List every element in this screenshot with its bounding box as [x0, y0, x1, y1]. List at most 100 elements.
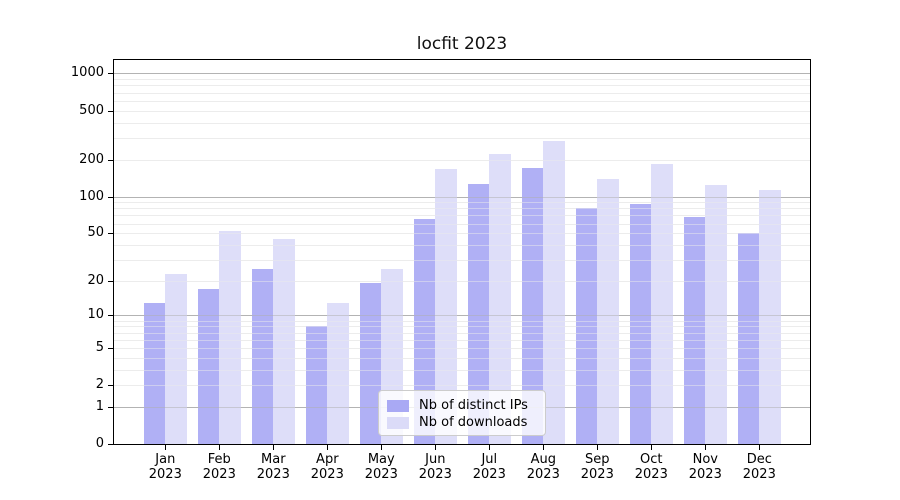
- gridline-overlay: [114, 223, 810, 225]
- y-axis-tick-label: 0: [95, 436, 104, 451]
- y-axis-tick-label: 5: [95, 339, 104, 355]
- y-axis-tick: [108, 347, 114, 349]
- year-label: 2023: [526, 467, 560, 482]
- year-label: 2023: [580, 467, 614, 482]
- y-axis-tick-label: 200: [79, 151, 104, 167]
- legend-swatch-downloads: [387, 416, 409, 429]
- gridline-overlay: [114, 122, 810, 124]
- x-axis-tick-label: Jun 2023: [408, 452, 462, 482]
- month-label: Aug: [530, 452, 556, 467]
- year-label: 2023: [418, 467, 452, 482]
- y-axis-tick: [108, 233, 114, 235]
- gridline-overlay: [114, 73, 810, 75]
- legend-label: Nb of distinct IPs: [419, 398, 528, 413]
- month-label: Apr: [316, 452, 339, 467]
- gridline-overlay: [114, 137, 810, 139]
- x-axis-tick: [381, 445, 383, 450]
- y-axis-tick-label: 1000: [70, 65, 104, 81]
- bar-ips-jan: [143, 302, 166, 444]
- month-label: Oct: [640, 452, 663, 467]
- gridline-overlay: [114, 332, 810, 334]
- y-axis-tick: [108, 444, 114, 445]
- bar-ips-jun: [413, 218, 436, 444]
- month-label: Mar: [261, 452, 286, 467]
- y-axis-tick-label: 50: [87, 225, 104, 241]
- month-label: May: [367, 452, 395, 467]
- gridline-overlay: [114, 196, 810, 198]
- bar-downloads-oct: [651, 164, 673, 444]
- bar-ips-mar: [251, 269, 274, 444]
- x-axis-tick-label: Sep 2023: [570, 452, 624, 482]
- gridline-overlay: [114, 339, 810, 341]
- bar-ips-feb: [197, 289, 220, 444]
- y-axis-tick: [108, 385, 114, 387]
- gridline-overlay: [114, 326, 810, 328]
- x-axis-tick: [705, 445, 707, 450]
- x-axis-tick: [435, 445, 437, 450]
- y-axis-tick-label: 100: [79, 188, 104, 204]
- x-axis-tick-label: Apr 2023: [300, 452, 354, 482]
- gridline-overlay: [114, 280, 810, 282]
- y-axis-tick-label: 500: [79, 102, 104, 118]
- x-axis-tick-label: Jul 2023: [462, 452, 516, 482]
- bar-downloads-sep: [597, 178, 619, 444]
- bar-downloads-mar: [273, 238, 295, 444]
- legend-item: Nb of distinct IPs: [387, 397, 537, 414]
- bar-downloads-apr: [327, 302, 349, 444]
- bar-downloads-jun: [435, 169, 457, 444]
- legend: Nb of distinct IPs Nb of downloads: [378, 390, 546, 436]
- y-axis-tick-label: 10: [87, 307, 104, 323]
- bar-downloads-dec: [759, 190, 781, 444]
- bar-ips-nov: [683, 216, 706, 444]
- x-axis-tick-label: May 2023: [354, 452, 408, 482]
- x-axis-tick: [273, 445, 275, 450]
- y-axis-tick: [108, 315, 114, 317]
- month-label: Jul: [481, 452, 498, 467]
- gridline-overlay: [114, 159, 810, 161]
- gridline-overlay: [114, 347, 810, 349]
- gridline-overlay: [114, 233, 810, 235]
- x-axis-tick: [543, 445, 545, 450]
- month-label: Jan: [155, 452, 176, 467]
- x-axis-tick: [651, 445, 653, 450]
- gridline-overlay: [114, 259, 810, 261]
- gridline-overlay: [114, 85, 810, 87]
- x-axis-tick: [597, 445, 599, 450]
- x-axis-tick-label: Mar 2023: [246, 452, 300, 482]
- year-label: 2023: [310, 467, 344, 482]
- plot-area: Nb of distinct IPs Nb of downloads: [113, 59, 811, 445]
- x-axis-tick: [219, 445, 221, 450]
- y-axis-tick-label: 20: [87, 272, 104, 288]
- year-label: 2023: [688, 467, 722, 482]
- bar-downloads-nov: [705, 185, 727, 444]
- x-axis-tick: [759, 445, 761, 450]
- chart-title: locfit 2023: [416, 34, 508, 54]
- gridline-overlay: [114, 202, 810, 204]
- y-axis-tick-label: 1: [95, 398, 104, 414]
- year-label: 2023: [742, 467, 776, 482]
- gridline-overlay: [114, 315, 810, 317]
- x-axis-tick-label: Oct 2023: [624, 452, 678, 482]
- x-axis-tick: [489, 445, 491, 450]
- gridline-overlay: [114, 385, 810, 387]
- bar-ips-may: [359, 283, 382, 444]
- gridline-overlay: [114, 244, 810, 246]
- y-axis-tick-label: 2: [95, 377, 104, 393]
- gridline-overlay: [114, 357, 810, 359]
- month-label: Feb: [207, 452, 231, 467]
- x-axis-tick-label: Aug 2023: [516, 452, 570, 482]
- gridline-overlay: [114, 92, 810, 94]
- month-label: Jun: [425, 452, 446, 467]
- year-label: 2023: [472, 467, 506, 482]
- month-label: Nov: [692, 452, 718, 467]
- year-label: 2023: [634, 467, 668, 482]
- x-axis-tick-label: Dec 2023: [732, 452, 786, 482]
- year-label: 2023: [256, 467, 290, 482]
- x-axis-tick-label: Feb 2023: [192, 452, 246, 482]
- bar-downloads-feb: [219, 231, 241, 444]
- gridline-overlay: [114, 110, 810, 112]
- bar-downloads-jul: [489, 154, 511, 444]
- bar-ips-sep: [575, 208, 598, 444]
- x-axis-tick-label: Jan 2023: [138, 452, 192, 482]
